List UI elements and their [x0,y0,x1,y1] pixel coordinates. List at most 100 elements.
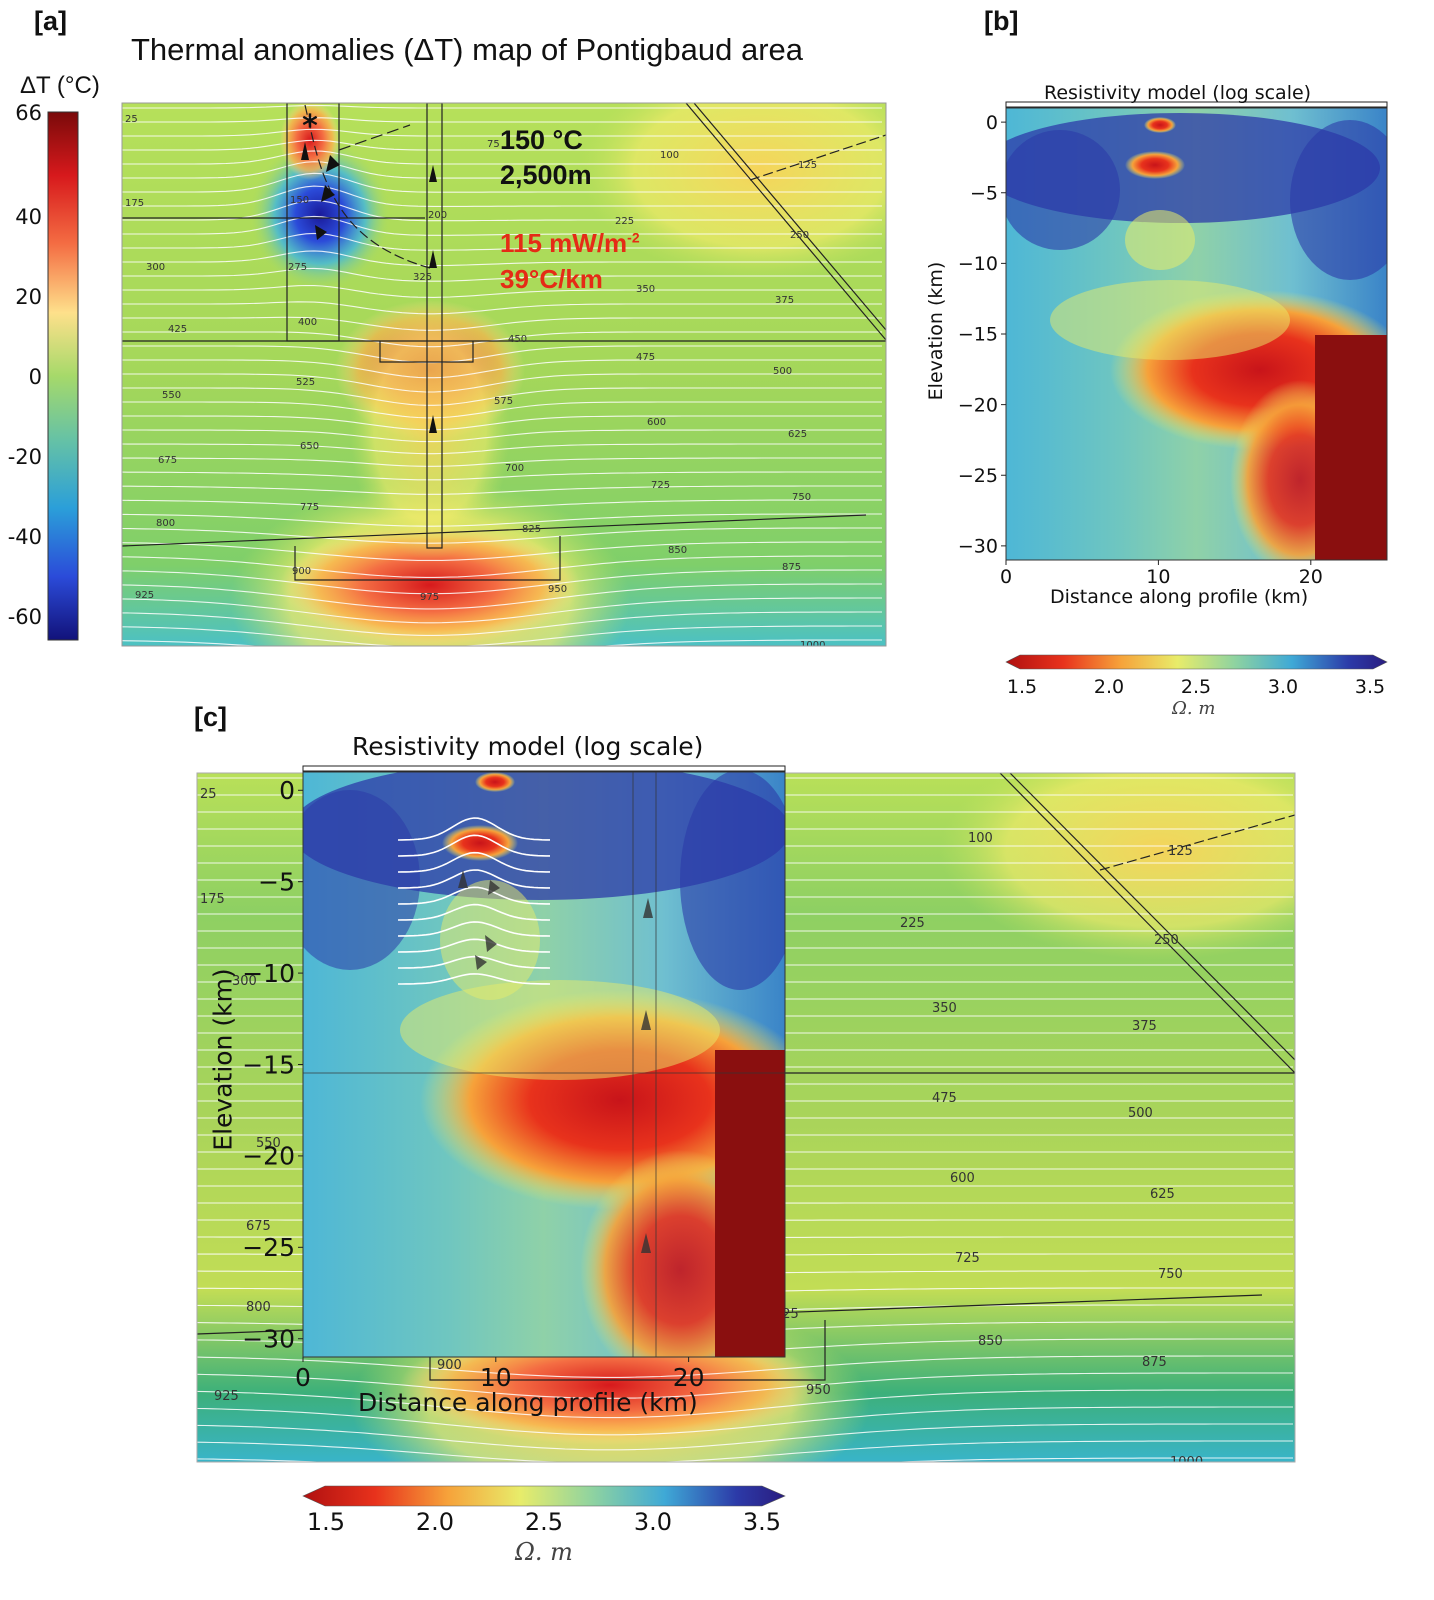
contour-line [122,215,882,236]
contour-label: 675 [158,455,177,466]
contour-line [197,1389,1293,1419]
contour-line [122,139,882,151]
contour-line [122,117,882,123]
contour-label: 100 [660,150,679,161]
panel-b-colorbar-unit: Ω. m [1172,698,1216,719]
y-tick-label: −15 [958,324,998,346]
heat-flow-exponent: -2 [627,229,640,246]
contour-label: 250 [790,230,809,241]
isotherm-line [397,834,550,857]
contour-label: 875 [782,562,801,573]
contour-line [122,104,882,109]
annotation-gradient: 39°C/km [500,264,603,294]
heat-flow-value: 115 mW/m [500,228,628,258]
y-tick-label: −15 [242,1050,295,1079]
svg-text:*: * [302,109,318,144]
contour-label: 950 [548,584,567,595]
y-tick-label: −20 [958,394,998,416]
contour-label: 375 [1132,1019,1157,1034]
annotation-heat-flow: 115 mW/m-2 [500,228,640,259]
contour-label: 700 [505,463,524,474]
isotherm-line [397,886,550,905]
contour-label: 225 [615,216,634,227]
contour-line [122,359,882,379]
contour-label: 500 [773,366,792,377]
contour-line [122,485,882,495]
contour-line [122,373,882,393]
panel-b-ylabel: Elevation (km) [925,261,947,401]
contour-label: 200 [428,210,447,221]
contour-line [122,527,882,544]
contour-label: 900 [437,1358,462,1373]
panel-b-axes: 0−5−10−15−20−25−300 10 20 [958,101,1388,588]
contour-line [122,284,882,298]
contour-line [122,345,882,364]
contour-label: 550 [256,1136,281,1151]
contour-line [122,569,882,595]
x-tick-label: 10 [480,1363,512,1392]
contour-label: 75 [487,139,500,150]
contour-label: 775 [300,502,319,513]
contour-label: 350 [932,1001,957,1016]
annotation-temperature: 150 °C [500,125,583,155]
contour-label: 900 [292,566,311,577]
colorbar-tick-label: 1.5 [307,1508,345,1536]
contour-line [122,541,882,561]
contour-label: 425 [168,324,187,335]
panel-b-title: Resistivity model (log scale) [1044,82,1312,104]
panel-a-colorbar-ticks: 66 40 20 0 -20 -40 -60 [8,101,42,629]
y-tick-label: −5 [970,182,998,204]
contour-label: 600 [950,1171,975,1186]
colorbar-tick-label: 3.0 [634,1508,672,1536]
contour-label: 375 [775,295,794,306]
panel-b-xlabel: Distance along profile (km) [1050,586,1309,608]
y-tick-label: −30 [958,536,998,558]
contour-label: 125 [1168,844,1193,859]
contour-line [122,301,882,315]
panel-c-colorbar-unit: Ω. m [515,1538,573,1566]
contour-label: 850 [668,545,687,556]
isotherm-line [397,938,551,953]
panel-b-letter: [b] [984,6,1019,36]
colorbar-tick-label: 1.5 [1007,676,1037,698]
contour-label: 125 [798,160,817,171]
panel-c-xlabel: Distance along profile (km) [358,1388,698,1417]
colorbar-a-tick: 40 [15,205,42,229]
y-tick-label: −10 [958,253,998,275]
isotherm-line [397,903,551,921]
panel-c-colorbar-ticks: 1.5 2.0 2.5 3.0 3.5 [307,1508,781,1536]
contour-label: 100 [968,831,993,846]
contour-line [122,443,882,455]
isotherm-line [397,869,550,889]
contour-label: 650 [300,441,319,452]
contour-line [122,199,882,222]
topography-strip [302,765,786,772]
contour-label: 950 [806,1383,831,1398]
contour-line [122,625,882,646]
contour-line [122,471,882,481]
contour-label: 475 [932,1091,957,1106]
colorbar-tick-label: 2.0 [1094,676,1124,698]
contour-label: 600 [647,417,666,428]
x-tick-label: 10 [1146,566,1170,588]
contour-label: 25 [200,787,217,802]
panel-c-axes: 0−5−10−15−20−25−300 10 20 [242,765,786,1392]
contour-line [122,597,882,624]
contour-label: 175 [200,892,225,907]
colorbar-tick-label: 2.5 [525,1508,563,1536]
contour-label: 825 [522,524,541,535]
topography-strip [1005,101,1388,108]
colorbar-tick-label: 3.0 [1268,676,1298,698]
contour-label: 350 [636,284,655,295]
isotherm-line [398,955,551,969]
contour-line [197,1372,1293,1399]
panel-c-ylabel: Elevation (km) [208,968,238,1151]
contour-line [122,499,882,511]
contour-line [122,387,882,406]
contour-label: 550 [162,390,181,401]
x-tick-label: 20 [673,1363,705,1392]
contour-label: 750 [792,492,811,503]
contour-line [122,150,882,165]
contour-line [122,250,882,267]
contour-line [122,583,882,610]
